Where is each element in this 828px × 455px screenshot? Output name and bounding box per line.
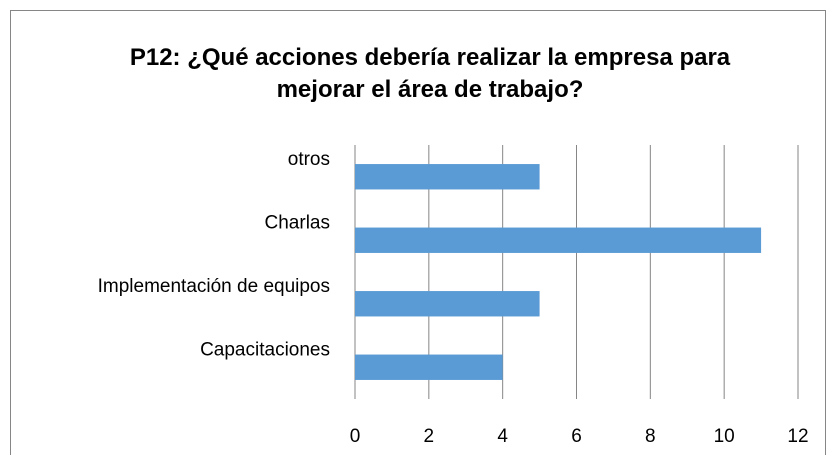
x-tick-label: 10	[714, 426, 735, 447]
bar	[355, 354, 503, 380]
x-tick-label: 2	[424, 426, 435, 447]
category-labels: Capacitaciones Implementación de equipos C…	[98, 149, 330, 361]
x-tick-label: 0	[350, 426, 361, 447]
y-tick-label: otros	[288, 149, 330, 170]
y-tick-label: Charlas	[265, 212, 330, 233]
bar	[355, 227, 762, 253]
x-tick-label: 12	[787, 426, 808, 447]
chart-title: P12: ¿Qué acciones debería realizar la e…	[129, 44, 731, 103]
chart-frame	[10, 10, 826, 455]
bar	[355, 164, 540, 190]
bar	[355, 291, 540, 317]
x-tick-label: 8	[645, 426, 656, 447]
y-tick-label: Capacitaciones	[200, 339, 330, 360]
x-tick-label: 6	[571, 426, 582, 447]
x-tick-label: 4	[497, 426, 508, 447]
y-tick-label: Implementación de equipos	[98, 276, 330, 297]
